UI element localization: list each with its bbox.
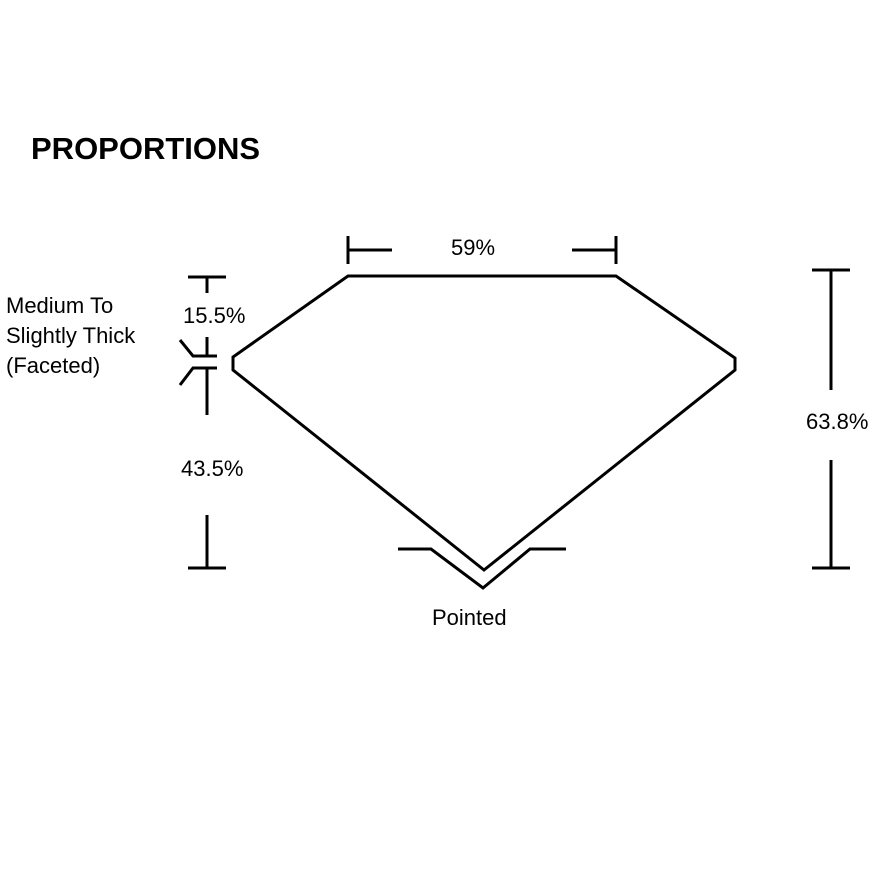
diamond-outline	[231, 274, 737, 572]
girdle-label-line: Slightly Thick	[6, 323, 136, 348]
page-title: PROPORTIONS	[31, 131, 261, 166]
total-depth-marker	[812, 268, 850, 570]
culet-marker	[398, 547, 566, 590]
girdle-marker	[178, 339, 217, 386]
pavilion-percentage-label: 43.5%	[181, 456, 244, 481]
culet-label: Pointed	[432, 605, 507, 630]
pavilion-depth-marker	[188, 368, 226, 570]
table-percentage-label: 59%	[451, 235, 496, 260]
girdle-label-line: (Faceted)	[6, 353, 101, 378]
girdle-label: Medium To Slightly Thick (Faceted)	[6, 291, 135, 381]
table-dimension-marker	[346, 236, 618, 264]
crown-percentage-label: 15.5%	[183, 303, 246, 328]
crown-height-marker	[188, 275, 226, 356]
total-depth-percentage-label: 63.8%	[806, 409, 869, 434]
girdle-label-line: Medium To	[6, 293, 114, 318]
